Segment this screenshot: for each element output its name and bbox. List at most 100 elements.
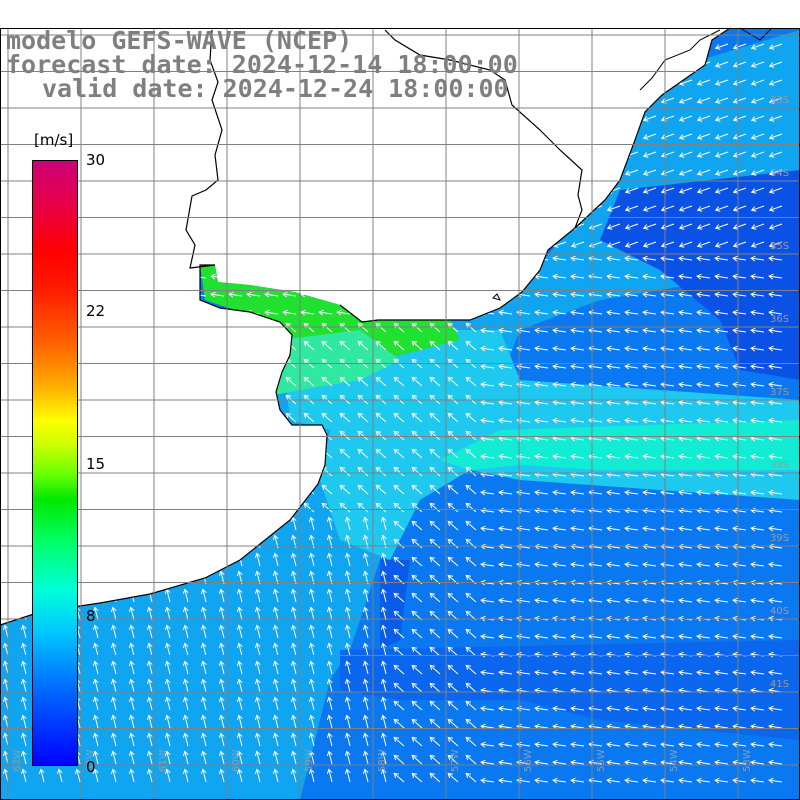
wind-arrow — [534, 61, 549, 68]
wind-arrow — [429, 376, 441, 387]
wind-arrow — [516, 43, 531, 50]
wind-arrow — [570, 241, 585, 248]
wind-arrow — [102, 151, 117, 158]
longitude-labels: 63W 62W 61W 60W 59W 58W 57W 56W 55W 54W 53W — [12, 749, 753, 772]
wind-arrow — [375, 412, 387, 423]
wind-arrow — [326, 660, 333, 675]
wind-arrow — [714, 759, 729, 766]
wind-arrow — [282, 151, 297, 158]
wind-arrow — [606, 61, 621, 68]
wind-arrow — [768, 43, 783, 50]
wind-arrow — [164, 696, 171, 711]
wind-arrow — [308, 678, 315, 693]
wind-arrow — [290, 714, 297, 729]
wind-arrow — [462, 151, 477, 158]
wind-arrow — [375, 448, 387, 459]
wind-arrow — [0, 205, 9, 212]
wind-arrow — [195, 448, 207, 459]
wind-arrow — [624, 241, 639, 248]
wind-arrow — [264, 223, 279, 230]
wind-arrow — [480, 273, 495, 280]
wind-arrow — [246, 133, 261, 140]
wind-arrow — [429, 754, 441, 765]
wind-arrow — [534, 381, 549, 388]
wind-arrow — [344, 768, 351, 783]
wind-arrow — [159, 430, 171, 441]
wind-arrow — [411, 718, 423, 729]
wind-arrow — [336, 187, 351, 194]
wind-arrow — [326, 642, 333, 657]
wind-arrow — [0, 291, 9, 298]
wind-arrow — [570, 741, 585, 748]
wind-arrow — [534, 115, 549, 122]
wind-arrow — [426, 43, 441, 50]
wind-arrow — [678, 561, 693, 568]
wind-arrow — [380, 552, 387, 567]
wind-arrow — [146, 696, 153, 711]
wind-arrow — [768, 669, 783, 676]
wind-arrow — [272, 642, 279, 657]
wind-arrow — [2, 678, 9, 693]
wind-arrow — [120, 133, 135, 140]
wind-arrow — [429, 340, 441, 351]
wind-arrow — [380, 678, 387, 693]
wind-arrow — [231, 430, 243, 441]
wind-arrow — [192, 133, 207, 140]
wind-arrow — [660, 525, 675, 532]
wind-arrow — [128, 678, 135, 693]
wind-arrow — [192, 151, 207, 158]
wind-arrow — [768, 169, 783, 176]
wind-arrow — [732, 381, 747, 388]
wind-arrow — [732, 43, 747, 50]
wind-arrow — [642, 561, 657, 568]
wind-arrow — [285, 376, 297, 387]
wind-arrow — [606, 507, 621, 514]
wind-arrow — [0, 484, 9, 495]
longitude-label: 59W — [304, 749, 315, 772]
wind-arrow — [128, 552, 135, 567]
wind-arrow — [768, 115, 783, 122]
wind-arrow — [200, 516, 207, 531]
wind-arrow — [678, 597, 693, 604]
wind-arrow — [303, 502, 315, 513]
wind-arrow — [228, 291, 243, 298]
wind-arrow — [393, 718, 405, 729]
wind-arrow — [218, 642, 225, 657]
wind-arrow — [696, 169, 711, 176]
wind-arrow — [105, 484, 117, 495]
wind-arrow — [408, 187, 423, 194]
deep-area-south-east — [340, 640, 800, 740]
wind-arrow — [336, 169, 351, 176]
wind-arrow — [498, 291, 513, 298]
wind-arrow — [606, 151, 621, 158]
wind-arrow — [534, 507, 549, 514]
wind-arrow — [84, 115, 99, 122]
wind-arrow — [429, 412, 441, 423]
wind-arrow — [411, 376, 423, 387]
wind-arrow — [624, 273, 639, 280]
wind-arrow — [249, 376, 261, 387]
wind-arrow — [732, 669, 747, 676]
wind-arrow — [300, 187, 315, 194]
wind-arrow — [429, 556, 441, 567]
wind-arrow — [462, 169, 477, 176]
latitude-label: 34S — [770, 168, 789, 179]
wind-arrow — [480, 453, 495, 460]
wind-arrow — [642, 453, 657, 460]
wind-arrow — [123, 376, 135, 387]
wind-arrow — [411, 520, 423, 531]
wind-arrow — [624, 97, 639, 104]
wind-arrow — [200, 624, 207, 639]
coastline-uruguay — [339, 29, 583, 323]
wind-arrow — [105, 448, 117, 459]
wind-arrow — [498, 669, 513, 676]
wind-arrow — [552, 381, 567, 388]
wind-arrow — [362, 588, 369, 603]
wind-arrow — [696, 309, 711, 316]
wind-arrow — [624, 327, 639, 334]
wind-arrow — [15, 448, 27, 459]
wind-arrow — [750, 669, 765, 676]
wind-arrow — [696, 561, 711, 568]
wind-arrow — [429, 628, 441, 639]
wind-arrow — [290, 732, 297, 747]
